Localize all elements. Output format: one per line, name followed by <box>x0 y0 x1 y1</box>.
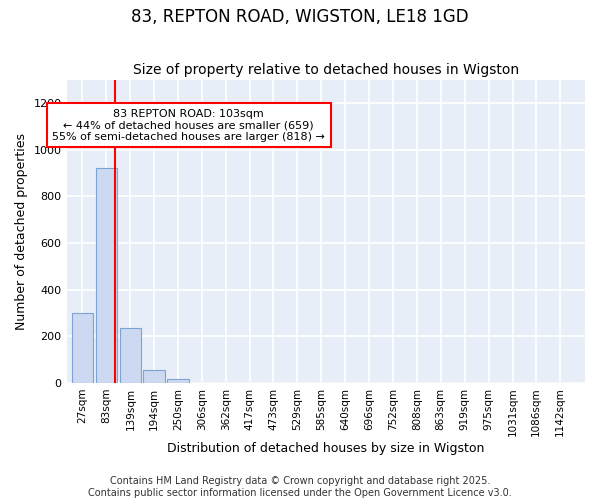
Bar <box>167 380 188 383</box>
Bar <box>95 168 117 383</box>
Y-axis label: Number of detached properties: Number of detached properties <box>15 132 28 330</box>
Bar <box>143 370 164 383</box>
Text: 83 REPTON ROAD: 103sqm
← 44% of detached houses are smaller (659)
55% of semi-de: 83 REPTON ROAD: 103sqm ← 44% of detached… <box>52 108 325 142</box>
Text: Contains HM Land Registry data © Crown copyright and database right 2025.
Contai: Contains HM Land Registry data © Crown c… <box>88 476 512 498</box>
Bar <box>71 313 93 383</box>
Text: 83, REPTON ROAD, WIGSTON, LE18 1GD: 83, REPTON ROAD, WIGSTON, LE18 1GD <box>131 8 469 26</box>
Title: Size of property relative to detached houses in Wigston: Size of property relative to detached ho… <box>133 63 519 77</box>
Bar <box>119 328 141 383</box>
X-axis label: Distribution of detached houses by size in Wigston: Distribution of detached houses by size … <box>167 442 484 455</box>
